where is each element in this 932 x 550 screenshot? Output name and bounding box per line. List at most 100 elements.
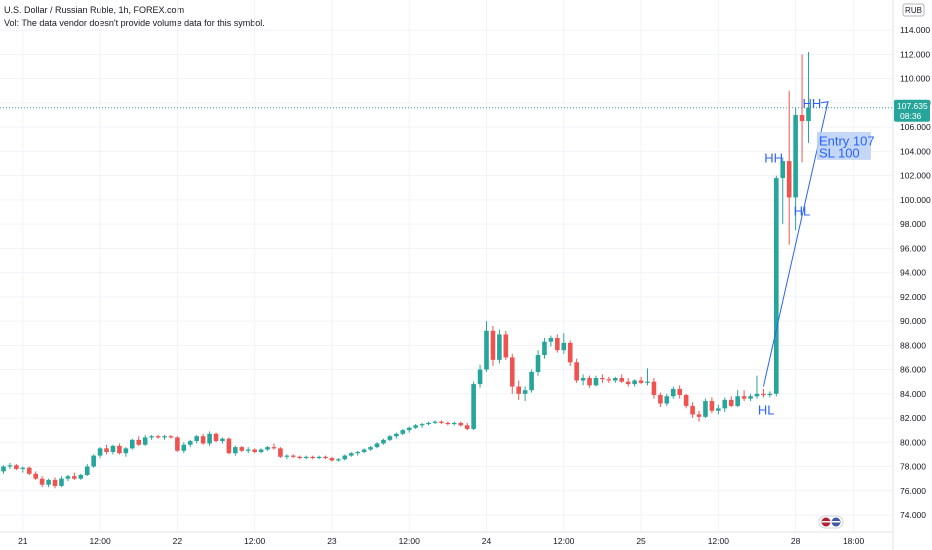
grid xyxy=(0,0,893,532)
candle-body xyxy=(458,422,464,426)
candle-body xyxy=(651,381,657,396)
price-tick-label: 114.000 xyxy=(900,25,930,35)
candle-body xyxy=(574,362,579,381)
price-tick-label: 98.000 xyxy=(900,219,926,229)
candle-body xyxy=(580,378,586,381)
candle-body xyxy=(117,445,122,454)
candle-body xyxy=(329,458,335,461)
candle-body xyxy=(542,341,547,356)
candle-body xyxy=(284,455,290,457)
candle-body xyxy=(535,355,541,372)
price-axis[interactable]: 74.000 76.000 78.000 80.000 82.000 84.000 86.0… xyxy=(892,0,931,550)
price-tick-label: 92.000 xyxy=(900,292,926,302)
candle-body xyxy=(245,449,251,451)
candle-body xyxy=(452,422,457,425)
candle-body xyxy=(97,448,103,456)
candle-body xyxy=(406,427,412,431)
time-tick-label: 24 xyxy=(482,536,492,546)
time-axis[interactable]: 21 12:00 22 12:00 23 12:00 24 12:00 25 12:00 28 18:… xyxy=(0,531,893,546)
candle-body xyxy=(735,396,740,406)
time-tick-label: 12:00 xyxy=(89,536,111,546)
candle-body xyxy=(278,448,283,457)
candle-body xyxy=(336,459,341,461)
candle-body xyxy=(658,395,663,404)
candle-body xyxy=(490,330,496,360)
candle-body xyxy=(703,401,708,417)
entry-box xyxy=(816,132,871,160)
time-tick-label: 18:00 xyxy=(843,536,865,546)
candle-body xyxy=(497,334,502,360)
candle-body xyxy=(374,443,380,448)
candle-body xyxy=(638,380,644,383)
candle-body xyxy=(14,465,19,469)
candle-body xyxy=(368,447,373,450)
currency-badge[interactable]: RUB xyxy=(902,3,925,17)
candle-body xyxy=(432,421,438,423)
candle-body xyxy=(561,342,567,351)
candle-body xyxy=(162,436,167,438)
candles xyxy=(1,52,811,489)
stop-loss-label: SL 100 xyxy=(819,145,860,160)
candle-body xyxy=(26,467,32,474)
candle-body xyxy=(413,425,418,428)
candle-body xyxy=(297,456,303,459)
candle-body xyxy=(670,388,676,397)
candle-body xyxy=(323,456,328,459)
candle-body xyxy=(252,449,257,452)
candle-body xyxy=(187,441,193,445)
candle-body xyxy=(625,381,631,385)
candle-body xyxy=(310,456,315,459)
candle-body xyxy=(606,379,612,381)
candle-body xyxy=(664,396,670,404)
candle-body xyxy=(175,437,180,451)
bar-countdown: 08:36 xyxy=(900,111,922,121)
candle-body xyxy=(213,433,219,442)
price-tick-label: 76.000 xyxy=(900,486,926,496)
candle-body xyxy=(361,449,367,452)
candle-body xyxy=(677,388,682,396)
candle-body xyxy=(799,115,805,122)
time-tick-label: 12:00 xyxy=(244,536,266,546)
candle-body xyxy=(509,357,515,387)
candle-body xyxy=(645,381,650,383)
candle-body xyxy=(464,425,470,429)
entry-label: Entry 107 xyxy=(819,133,875,148)
candle-body xyxy=(728,399,734,406)
candle-body xyxy=(142,437,148,445)
price-tick-label: 96.000 xyxy=(900,243,926,253)
price-tick-label: 82.000 xyxy=(900,413,926,423)
price-tick-label: 74.000 xyxy=(900,510,926,520)
candle-body xyxy=(194,436,199,442)
candle-body xyxy=(91,455,96,467)
candle-body xyxy=(155,436,161,438)
candle-body xyxy=(400,430,406,434)
candle-body xyxy=(445,422,451,425)
candle-body xyxy=(136,439,142,445)
candle-body xyxy=(477,369,483,385)
price-tick-label: 110.000 xyxy=(900,74,930,84)
candle-body xyxy=(20,467,26,469)
candle-body xyxy=(65,476,71,479)
time-tick-label: 28 xyxy=(791,536,801,546)
candle-body xyxy=(754,393,760,397)
candle-body xyxy=(200,436,206,444)
last-price-tag: 107.635 08:36 xyxy=(894,99,930,122)
candle-body xyxy=(516,386,521,394)
time-tick-label: 12:00 xyxy=(399,536,421,546)
last-price-value: 107.635 xyxy=(897,101,928,111)
candle-body xyxy=(355,451,360,454)
candle-body xyxy=(529,371,534,391)
flag-icon[interactable] xyxy=(818,515,844,529)
candle-body xyxy=(419,424,425,426)
candle-body xyxy=(72,476,77,479)
candle-body xyxy=(342,455,348,460)
candle-body xyxy=(291,455,296,457)
candle-body xyxy=(439,421,444,423)
candle-body xyxy=(387,436,393,440)
candle-body xyxy=(168,436,174,438)
candle-body xyxy=(226,438,232,454)
price-tick-label: 88.000 xyxy=(900,340,926,350)
time-tick-label: 25 xyxy=(636,536,646,546)
candle-body xyxy=(348,453,354,456)
